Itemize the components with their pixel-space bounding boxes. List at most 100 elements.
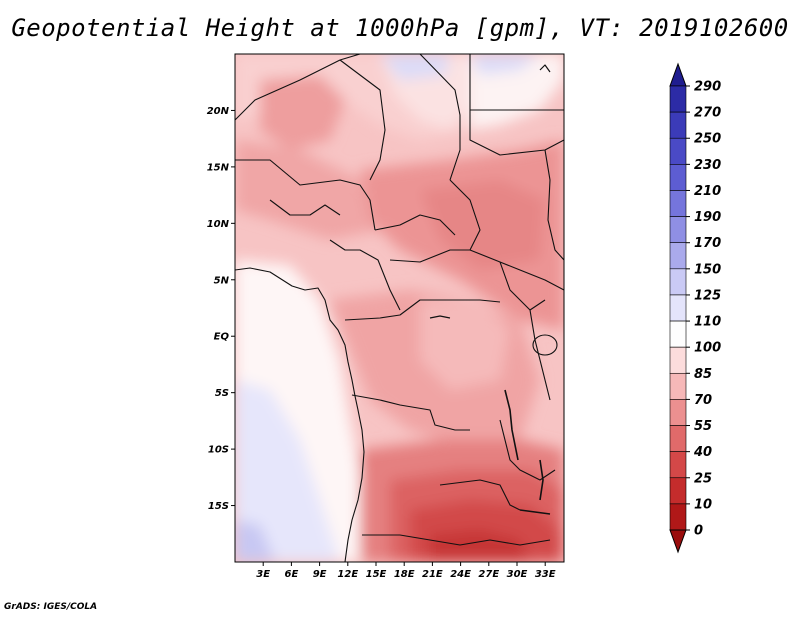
lake-victoria	[532, 334, 558, 356]
colorbar-bottom-arrow	[669, 529, 687, 554]
latitude-ticks: 20N 15N 10N 5N EQ 5S 10S 15S	[207, 106, 235, 512]
lake-malawi	[539, 459, 544, 501]
colorbar-swatch	[669, 399, 687, 426]
colorbar-top-arrow	[669, 62, 687, 87]
border-angola-zambia	[439, 479, 521, 511]
border-chad-south	[374, 214, 456, 236]
colorbar-swatch	[669, 425, 687, 452]
field-blue-north-east	[470, 54, 540, 75]
colorbar-swatch	[669, 346, 687, 374]
colorbar: 2902702502302101901701501251101008570554…	[669, 62, 721, 554]
lake-tanganyika	[504, 389, 519, 461]
border-sudan-north	[469, 110, 564, 156]
lat-tick-label: 5S	[215, 388, 229, 399]
field-atlantic-blue	[235, 380, 340, 562]
atlantic-coastline	[235, 267, 365, 562]
border-nigeria-cameroon	[329, 239, 401, 311]
border-angola-drc	[351, 394, 470, 431]
border-ethiopia	[544, 149, 564, 261]
colorbar-label: 70	[694, 393, 712, 408]
field-congo-light	[420, 300, 510, 390]
lon-tick-label: 6E	[285, 569, 299, 580]
colorbar-swatch	[669, 85, 687, 113]
border-ss-uganda	[499, 261, 546, 311]
colorbar-swatch	[669, 451, 687, 479]
lon-tick-label: 3E	[256, 569, 270, 580]
lon-tick-label: 24E	[450, 569, 471, 580]
border-egypt	[469, 54, 564, 111]
colorbar-label: 85	[694, 367, 712, 382]
colorbar-label: 290	[694, 80, 721, 95]
colorbar-swatch	[669, 294, 687, 322]
colorbar-swatch	[669, 164, 687, 191]
lake-kariba	[519, 509, 551, 515]
field-atlantic-deep-blue	[235, 520, 275, 562]
lat-tick-label: 15S	[208, 501, 229, 512]
longitude-ticks: 3E 6E 9E 12E 15E 18E 21E 24E 27E 30E 33E	[256, 562, 556, 580]
map-frame	[234, 53, 565, 563]
height-field	[235, 54, 564, 562]
colorbar-label: 230	[694, 158, 721, 173]
border-mauritania-algeria	[235, 54, 361, 121]
lon-tick-label: 15E	[366, 569, 387, 580]
field-blue-north	[380, 54, 450, 80]
lon-tick-label: 33E	[535, 569, 556, 580]
border-kenya	[529, 309, 551, 401]
colorbar-label: 125	[694, 288, 721, 303]
colorbar-label: 210	[694, 184, 721, 199]
border-burkina	[269, 199, 341, 216]
border-car-south	[389, 249, 564, 291]
colorbar-swatch	[669, 372, 687, 400]
lat-tick-label: 15N	[207, 162, 230, 173]
field-core-red	[430, 530, 530, 562]
border-algeria-niger	[339, 59, 386, 181]
colorbar-swatch	[669, 242, 687, 270]
border-congo-north	[344, 299, 501, 321]
border-chad-sudan	[449, 179, 481, 251]
colorbar-label: 25	[694, 471, 712, 486]
border-mali-niger	[235, 159, 376, 231]
river-congo	[429, 315, 451, 319]
border-namibia-botswana	[362, 534, 551, 546]
colorbar-swatch	[669, 477, 687, 505]
lon-tick-label: 30E	[507, 569, 528, 580]
colorbar-swatch	[669, 190, 687, 217]
colorbar-swatch	[669, 137, 687, 165]
lat-tick-label: EQ	[214, 332, 230, 343]
field-west-sahel	[235, 140, 380, 240]
colorbar-label: 10	[694, 497, 712, 512]
lon-tick-label: 27E	[478, 569, 499, 580]
lon-tick-label: 18E	[394, 569, 415, 580]
colorbar-label: 40	[693, 445, 712, 460]
colorbar-label: 250	[694, 132, 721, 147]
border-libya-chad	[419, 54, 461, 181]
lat-tick-label: 10N	[207, 219, 230, 230]
colorbar-label: 100	[694, 341, 721, 356]
colorbar-swatch	[669, 320, 687, 348]
lat-tick-label: 5N	[214, 275, 230, 286]
colorbar-label: 55	[694, 419, 712, 434]
lat-tick-label: 10S	[208, 445, 229, 456]
lon-tick-label: 9E	[313, 569, 327, 580]
figure-title: Geopotential Height at 1000hPa [gpm], VT…	[11, 14, 789, 42]
colorbar-label: 170	[694, 236, 721, 251]
colorbar-label: 0	[694, 524, 703, 539]
field-sahara-core	[260, 75, 345, 150]
footer-credit: GrADS: IGES/COLA	[4, 602, 98, 612]
lat-tick-label: 20N	[207, 106, 230, 117]
colorbar-swatch	[669, 268, 687, 296]
field-sudan-core	[420, 180, 545, 270]
colorbar-label: 190	[694, 210, 721, 225]
colorbar-swatch	[669, 503, 687, 531]
colorbar-label: 270	[694, 106, 721, 121]
lon-tick-label: 21E	[422, 569, 443, 580]
colorbar-label: 150	[694, 262, 721, 277]
colorbar-swatch	[669, 111, 687, 139]
colorbar-swatch	[669, 216, 687, 244]
lon-tick-label: 12E	[337, 569, 358, 580]
sinai	[539, 64, 551, 73]
country-borders	[235, 54, 564, 562]
colorbar-label: 110	[694, 315, 721, 330]
